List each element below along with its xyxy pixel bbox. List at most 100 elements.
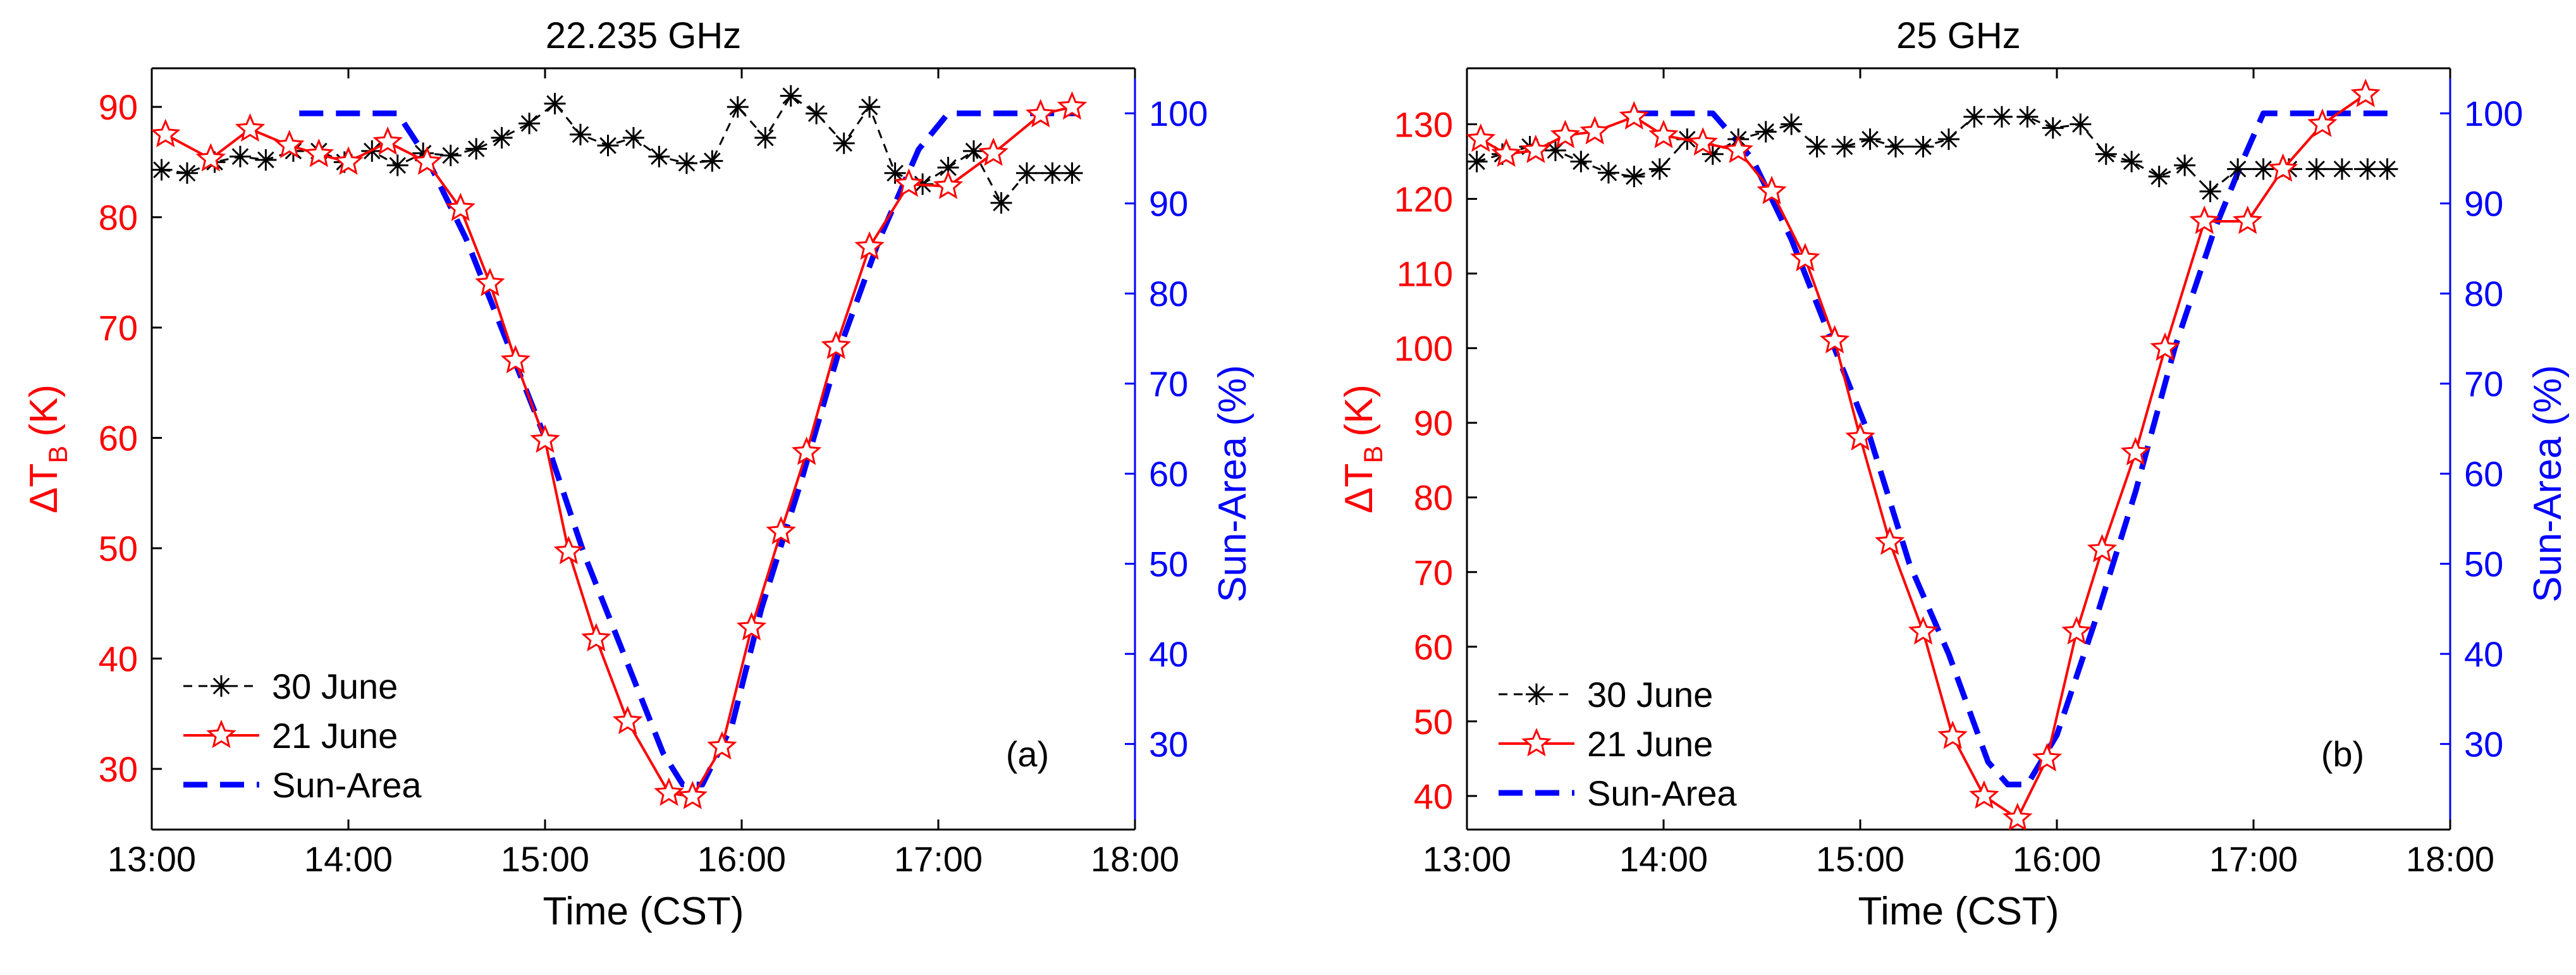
data-point-30-june (1467, 150, 1488, 173)
data-point-21-june (654, 777, 684, 806)
x-tick-label: 13:00 (107, 839, 196, 879)
data-point-30-june (386, 154, 408, 176)
y2-tick-label: 100 (1149, 94, 1208, 133)
data-point-30-june (2227, 158, 2249, 180)
data-point-30-june (2174, 154, 2196, 176)
data-point-21-june (2087, 534, 2118, 563)
data-point-30-june (1570, 150, 1592, 173)
data-point-21-june (1491, 138, 1521, 167)
y-tick-label: 110 (1397, 254, 1453, 294)
data-point-30-june (2376, 158, 2398, 180)
data-point-30-june (2305, 158, 2328, 180)
data-point-21-june (372, 126, 403, 156)
data-point-30-june (2252, 158, 2274, 180)
data-point-21-june (677, 780, 708, 809)
data-point-21-june (2268, 153, 2298, 182)
y-tick-label: 120 (1394, 180, 1453, 219)
data-point-21-june (1819, 324, 1850, 353)
series-line-sun-area (299, 110, 1076, 788)
y2-tick-label: 70 (1149, 364, 1188, 404)
data-point-30-june (1806, 135, 1828, 157)
data-point-21-june (2061, 616, 2092, 645)
data-point-30-june (1041, 162, 1064, 184)
y2-tick-label: 60 (2464, 454, 2503, 494)
data-point-30-june (2199, 180, 2221, 202)
y-axis-label-main: ΔT (1337, 463, 1381, 513)
data-point-30-june (1859, 128, 1881, 150)
data-point-30-june (648, 145, 670, 168)
data-point-30-june (990, 192, 1012, 214)
data-point-30-june (2148, 166, 2170, 188)
data-point-30-june (833, 132, 855, 154)
data-point-30-june (1990, 106, 2013, 128)
data-point-30-june (622, 126, 644, 149)
data-point-21-june (1619, 101, 1649, 130)
y2-tick-label: 50 (2464, 544, 2503, 584)
data-point-30-june (1781, 113, 1803, 135)
x-tick-label: 13:00 (1423, 839, 1511, 879)
data-point-30-june (491, 126, 513, 149)
data-point-30-june (2121, 150, 2143, 173)
data-point-30-june (255, 149, 277, 171)
data-point-21-june (412, 146, 443, 175)
data-point-21-june (475, 267, 505, 297)
data-point-30-june (518, 113, 541, 135)
legend-label-21-june: 21 June (1587, 724, 1713, 764)
x-tick-label: 14:00 (1619, 839, 1708, 879)
data-point-21-june (2189, 205, 2219, 235)
data-point-30-june (2042, 117, 2064, 139)
x-tick-label: 16:00 (2013, 839, 2101, 879)
data-point-21-june (2350, 78, 2381, 107)
series-line-21-june (164, 106, 1072, 798)
y-tick-label: 50 (1414, 702, 1453, 742)
legend-marker-21-june (206, 720, 236, 749)
plot-area (1467, 78, 2398, 830)
y2-tick-label: 80 (1149, 274, 1188, 314)
data-point-30-june (465, 138, 488, 160)
data-point-30-june (701, 150, 723, 172)
data-point-21-june (978, 137, 1009, 166)
y2-tick-label: 30 (2464, 725, 2503, 764)
y-tick-label: 90 (1414, 403, 1453, 443)
data-point-21-june (445, 192, 475, 221)
data-point-21-june (1723, 134, 1753, 163)
x-tick-label: 16:00 (697, 839, 786, 879)
y-tick-label: 70 (99, 308, 138, 348)
data-point-21-june (1757, 175, 1787, 204)
y-tick-label: 60 (99, 419, 138, 458)
x-tick-label: 17:00 (2209, 839, 2298, 879)
y2-axis-label: Sun-Area (%) (2526, 365, 2570, 603)
y-tick-label: 90 (99, 87, 138, 127)
data-point-21-june (933, 170, 964, 199)
data-point-30-june (569, 123, 591, 145)
data-point-30-june (1015, 162, 1038, 184)
data-point-30-june (1702, 143, 1724, 165)
y-tick-label: 100 (1394, 329, 1453, 369)
legend-label-sun-area: Sun-Area (1587, 773, 1737, 813)
x-tick-label: 14:00 (304, 839, 393, 879)
series-line-sun-area (1634, 110, 2391, 788)
data-point-30-june (439, 144, 462, 166)
data-point-30-june (1884, 135, 1906, 157)
y2-axis-label: Sun-Area (%) (1211, 365, 1254, 603)
data-point-21-june (333, 146, 364, 175)
data-point-30-june (1648, 158, 1671, 180)
y-axis-label: ΔTB (K) (1337, 384, 1388, 513)
series-line-30-june (1476, 116, 2388, 193)
y2-tick-label: 90 (1149, 184, 1188, 224)
y2-tick-label: 60 (1149, 454, 1188, 494)
data-point-21-june (1521, 134, 1551, 163)
data-point-30-june (2070, 113, 2092, 135)
y-tick-label: 40 (99, 639, 138, 679)
data-point-21-june (500, 345, 531, 374)
legend: 30 June 21 June Sun-Area (1499, 675, 1737, 813)
panel-label: (b) (2321, 734, 2364, 774)
data-point-21-june (1845, 422, 1875, 451)
data-point-21-june (1025, 99, 1056, 128)
data-point-30-june (1834, 135, 1856, 157)
data-point-21-june (821, 330, 851, 359)
data-point-30-june (152, 159, 173, 181)
legend-label-sun-area: Sun-Area (272, 765, 422, 805)
y-tick-label: 50 (99, 529, 138, 568)
panel-label: (a) (1006, 734, 1049, 774)
